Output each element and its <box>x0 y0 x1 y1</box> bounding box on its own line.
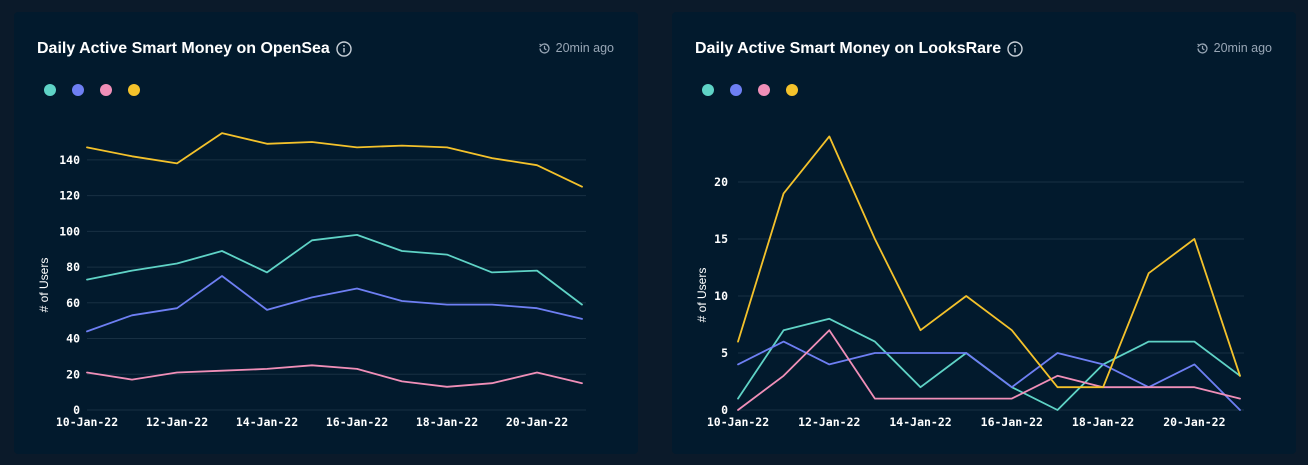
x-tick-label: 10-Jan-22 <box>56 415 118 429</box>
series-line-1[interactable] <box>737 340 1241 411</box>
chart-legend <box>702 84 798 96</box>
y-tick-label: 5 <box>721 346 728 360</box>
last-updated: 20min ago <box>538 41 614 55</box>
y-tick-label: 10 <box>714 289 728 303</box>
series-line-3[interactable] <box>86 132 583 188</box>
line-chart-looksrare: 0 5 10 15 20 10-Jan-22 12-Jan-22 14-Jan-22 16-Ja… <box>695 135 1244 429</box>
legend-dot-0[interactable] <box>702 84 714 96</box>
y-tick-label: 60 <box>66 296 80 310</box>
chart-title-text: Daily Active Smart Money on LooksRare <box>695 40 1002 57</box>
x-tick-label: 20-Jan-22 <box>506 415 568 429</box>
info-icon[interactable] <box>336 41 352 57</box>
legend-dot-1[interactable] <box>730 84 742 96</box>
y-tick-label: 0 <box>73 403 80 417</box>
series-line-2[interactable] <box>737 329 1241 411</box>
chart-legend <box>44 84 140 96</box>
series-line-3[interactable] <box>737 135 1241 389</box>
x-tick-label: 14-Jan-22 <box>236 415 298 429</box>
y-tick-label: 140 <box>59 153 80 167</box>
chart-panel-looksrare: 0 5 10 15 20 10-Jan-22 12-Jan-22 14-Jan-22 16-Ja… <box>672 12 1296 454</box>
clock-icon <box>1196 42 1209 55</box>
last-updated: 20min ago <box>1196 41 1272 55</box>
x-tick-label: 18-Jan-22 <box>1072 415 1134 429</box>
info-icon[interactable] <box>1007 41 1023 57</box>
x-tick-label: 14-Jan-22 <box>889 415 951 429</box>
x-tick-label: 16-Jan-22 <box>981 415 1043 429</box>
chart-title: Daily Active Smart Money on OpenSea <box>37 40 352 58</box>
legend-dot-2[interactable] <box>100 84 112 96</box>
x-tick-label: 10-Jan-22 <box>707 415 769 429</box>
y-tick-label: 15 <box>714 232 728 246</box>
y-tick-label: 120 <box>59 189 80 203</box>
y-tick-label: 40 <box>66 332 80 346</box>
y-tick-label: 0 <box>721 403 728 417</box>
series-line-1[interactable] <box>86 275 583 333</box>
legend-dot-3[interactable] <box>786 84 798 96</box>
x-tick-label: 18-Jan-22 <box>416 415 478 429</box>
line-chart-opensea: 0 20 40 60 80 100 120 140 10-Jan-22 12-Jan-22 14-J… <box>37 132 586 429</box>
chart-panel-opensea: 0 20 40 60 80 100 120 140 10-Jan-22 12-Jan-22 14-J… <box>14 12 638 454</box>
x-tick-label: 16-Jan-22 <box>326 415 388 429</box>
y-tick-label: 20 <box>66 367 80 381</box>
series-line-0[interactable] <box>86 233 583 306</box>
x-tick-label: 12-Jan-22 <box>798 415 860 429</box>
y-axis-label: # of Users <box>695 268 709 323</box>
x-tick-label: 20-Jan-22 <box>1163 415 1225 429</box>
legend-dot-1[interactable] <box>72 84 84 96</box>
y-tick-label: 20 <box>714 175 728 189</box>
y-axis-label: # of Users <box>37 258 51 313</box>
last-updated-text: 20min ago <box>1213 41 1272 55</box>
legend-dot-0[interactable] <box>44 84 56 96</box>
chart-title: Daily Active Smart Money on LooksRare <box>695 40 1023 58</box>
x-tick-label: 12-Jan-22 <box>146 415 208 429</box>
legend-dot-2[interactable] <box>758 84 770 96</box>
clock-icon <box>538 42 551 55</box>
chart-title-text: Daily Active Smart Money on OpenSea <box>37 40 330 57</box>
last-updated-text: 20min ago <box>555 41 614 55</box>
series-line-0[interactable] <box>737 317 1241 411</box>
legend-dot-3[interactable] <box>128 84 140 96</box>
y-tick-label: 80 <box>66 260 80 274</box>
y-tick-label: 100 <box>59 224 80 238</box>
series-line-2[interactable] <box>86 364 583 388</box>
